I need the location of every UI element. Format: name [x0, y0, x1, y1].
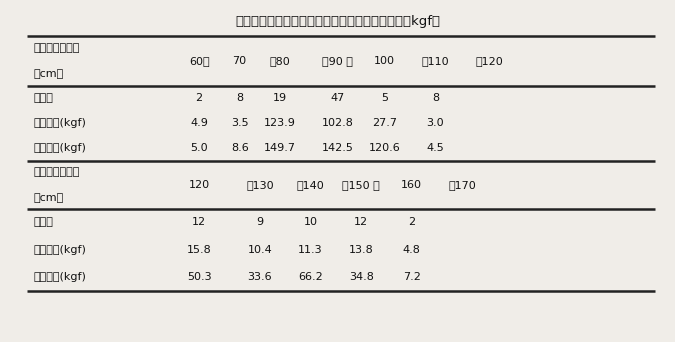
Text: （cm）: （cm） — [34, 69, 64, 79]
Text: 前端からの距離: 前端からの距離 — [34, 167, 80, 177]
Text: 最大荷重(kgf): 最大荷重(kgf) — [34, 272, 86, 282]
Text: 2: 2 — [408, 217, 415, 227]
Text: 102.8: 102.8 — [321, 118, 354, 128]
Text: 70: 70 — [233, 56, 246, 66]
Text: ～120: ～120 — [475, 56, 504, 66]
Text: 15.8: 15.8 — [187, 245, 211, 255]
Text: 3.5: 3.5 — [231, 118, 248, 128]
Text: 4.9: 4.9 — [190, 118, 208, 128]
Text: 平均荷重(kgf): 平均荷重(kgf) — [34, 245, 86, 255]
Text: ～110: ～110 — [422, 56, 449, 66]
Text: 8: 8 — [432, 93, 439, 103]
Text: ～140: ～140 — [296, 180, 325, 190]
Text: 10.4: 10.4 — [248, 245, 272, 255]
Text: 最大荷重(kgf): 最大荷重(kgf) — [34, 143, 86, 153]
Text: 19: 19 — [273, 93, 287, 103]
Text: 2: 2 — [196, 93, 202, 103]
Text: 8: 8 — [236, 93, 243, 103]
Text: ～170: ～170 — [448, 180, 477, 190]
Text: 120: 120 — [188, 180, 210, 190]
Text: 9: 9 — [256, 217, 263, 227]
Text: 平均荷重(kgf): 平均荷重(kgf) — [34, 118, 86, 128]
Text: 4.8: 4.8 — [403, 245, 421, 255]
Text: 12: 12 — [354, 217, 368, 227]
Text: ～90 ～: ～90 ～ — [322, 56, 353, 66]
Text: 160: 160 — [401, 180, 423, 190]
Text: 4.5: 4.5 — [427, 143, 444, 153]
Text: 34.8: 34.8 — [349, 272, 373, 282]
Text: 66.2: 66.2 — [298, 272, 323, 282]
Text: （cm）: （cm） — [34, 193, 64, 203]
Text: 47: 47 — [330, 93, 345, 103]
Text: 142.5: 142.5 — [321, 143, 354, 153]
Text: 3.0: 3.0 — [427, 118, 444, 128]
Text: 計測数: 計測数 — [34, 93, 53, 103]
Text: 計測数: 計測数 — [34, 217, 53, 227]
Text: ～150 ～: ～150 ～ — [342, 180, 380, 190]
Text: 33.6: 33.6 — [248, 272, 272, 282]
Text: 12: 12 — [192, 217, 206, 227]
Text: 100: 100 — [374, 56, 396, 66]
Text: 表１．上部バーにおける前端からの距離と荷重（kgf）: 表１．上部バーにおける前端からの距離と荷重（kgf） — [235, 15, 440, 28]
Text: 149.7: 149.7 — [264, 143, 296, 153]
Text: 60～: 60～ — [189, 56, 209, 66]
Text: 50.3: 50.3 — [187, 272, 211, 282]
Text: 120.6: 120.6 — [369, 143, 401, 153]
Text: 5.0: 5.0 — [190, 143, 208, 153]
Text: ～80: ～80 — [270, 56, 290, 66]
Text: 123.9: 123.9 — [264, 118, 296, 128]
Text: 7.2: 7.2 — [403, 272, 421, 282]
Text: 10: 10 — [304, 217, 317, 227]
Text: 13.8: 13.8 — [349, 245, 373, 255]
Text: ～130: ～130 — [246, 180, 273, 190]
Text: 27.7: 27.7 — [372, 118, 398, 128]
Text: 8.6: 8.6 — [231, 143, 248, 153]
Text: 5: 5 — [381, 93, 388, 103]
Text: 前端からの距離: 前端からの距離 — [34, 43, 80, 53]
Text: 11.3: 11.3 — [298, 245, 323, 255]
